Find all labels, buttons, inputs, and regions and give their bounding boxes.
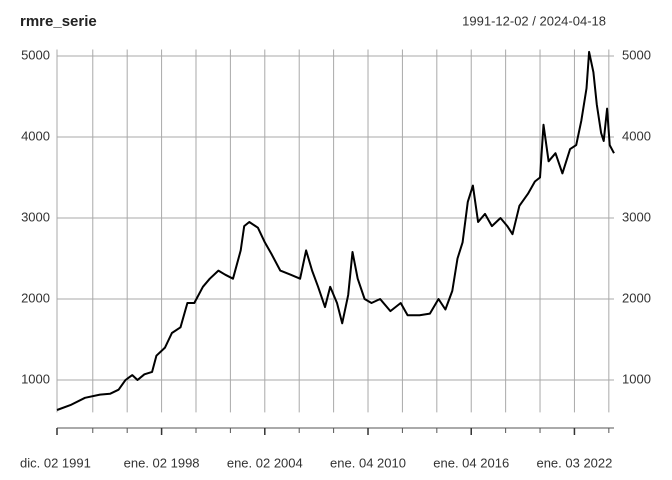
y2-tick-label: 2000 (622, 290, 651, 305)
x-tick-label: dic. 02 1991 (20, 455, 91, 470)
chart-title: rmre_serie (20, 13, 97, 30)
x-tick-label: ene. 03 2022 (536, 455, 612, 470)
y-tick-label: 2000 (21, 290, 50, 305)
y-tick-label: 1000 (21, 371, 50, 386)
x-tick-label: ene. 02 1998 (124, 455, 200, 470)
y2-tick-label: 1000 (622, 371, 651, 386)
y-tick-label: 4000 (21, 128, 50, 143)
x-tick-label: ene. 02 2004 (227, 455, 303, 470)
x-tick-label: ene. 04 2016 (433, 455, 509, 470)
chart-subtitle: 1991-12-02 / 2024-04-18 (462, 13, 606, 28)
y-tick-label: 3000 (21, 209, 50, 224)
y2-tick-label: 3000 (622, 209, 651, 224)
series-line (56, 50, 615, 411)
x-tick-label: ene. 04 2010 (330, 455, 406, 470)
y2-tick-label: 5000 (622, 47, 651, 62)
y2-tick-label: 4000 (622, 128, 651, 143)
y-tick-label: 5000 (21, 47, 50, 62)
